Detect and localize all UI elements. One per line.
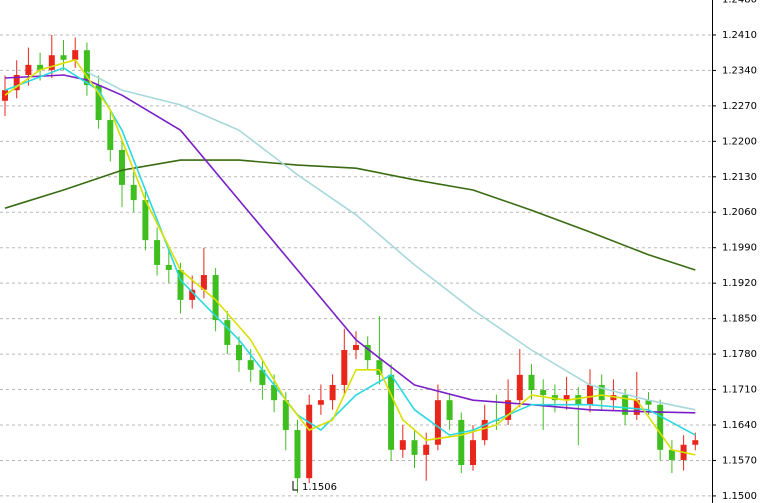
candle-body (458, 419, 465, 466)
candle-body (657, 404, 664, 450)
candle-body (540, 390, 547, 396)
candle-body (481, 419, 488, 441)
moving-averages (4, 59, 696, 456)
candle-body (633, 400, 640, 415)
candle-body (587, 384, 593, 405)
candle-body (434, 400, 441, 445)
candle-body (423, 444, 430, 455)
candle-body (2, 90, 8, 101)
candle-body (72, 50, 79, 60)
candle-body (95, 85, 102, 121)
candle-body (271, 384, 278, 401)
y-tick-label: 1.1640 (722, 420, 757, 431)
candle-body (516, 374, 523, 401)
candle-body (399, 440, 406, 450)
candle-body (177, 269, 184, 300)
candle-body (645, 400, 652, 405)
candle-body (306, 404, 313, 479)
candle-body (528, 374, 535, 391)
candle-body (563, 395, 570, 401)
y-tick-label: 1.2410 (722, 30, 757, 41)
candle-body (317, 400, 324, 405)
candle-body (189, 289, 196, 300)
candle-body (107, 120, 114, 150)
low-annotation: 1.1506 (302, 482, 337, 493)
y-tick-label: 1.1710 (722, 385, 757, 396)
y-tick-label: 1.2270 (722, 101, 757, 112)
candle-body (610, 395, 617, 401)
candle-body (25, 64, 32, 75)
candle-body (668, 449, 675, 460)
price-axis: 1.2480 1.2410 1.2340 1.2270 1.2200 1.2130 1.20… (712, 0, 757, 502)
y-tick-label: 1.2130 (722, 172, 757, 183)
low-marker (292, 481, 298, 491)
candle-body (83, 50, 90, 86)
candle-body (341, 350, 348, 385)
candle-body (575, 395, 582, 405)
candle-body (13, 74, 20, 91)
candle-body (692, 440, 699, 445)
y-tick-label: 1.1850 (722, 314, 757, 325)
candle-body (130, 184, 137, 201)
y-tick-label: 1.2480 (722, 0, 757, 5)
candle-body (154, 240, 161, 265)
candle-body (364, 344, 371, 361)
candle-body (376, 360, 383, 375)
candle-body (622, 395, 629, 415)
y-tick-label: 1.1570 (722, 455, 757, 466)
candle-body (247, 360, 254, 370)
candle-body (165, 264, 172, 270)
y-tick-label: 1.2200 (722, 136, 757, 147)
y-tick-label: 1.1920 (722, 278, 757, 289)
candle-body (259, 369, 266, 385)
candle-body (353, 344, 359, 351)
moving-average-line (4, 67, 696, 436)
candle-body (200, 275, 207, 290)
candle-body (294, 430, 301, 479)
moving-average-line (4, 74, 696, 414)
y-tick-label: 1.2060 (722, 207, 757, 218)
candle-body (282, 400, 289, 431)
candle-body (551, 395, 558, 401)
candle-body (236, 344, 242, 361)
y-tick-label: 1.1780 (722, 349, 757, 360)
candle-body (598, 384, 605, 401)
y-tick-label: 1.2340 (722, 65, 757, 76)
moving-average-line (86, 71, 696, 411)
candle-body (119, 149, 125, 185)
candle-body (329, 384, 336, 401)
moving-average-line (4, 159, 696, 271)
candle-body (224, 320, 231, 345)
candle-body (48, 55, 55, 70)
y-tick-label: 1.1990 (722, 243, 757, 254)
candle-body (388, 374, 395, 450)
candle-body (37, 64, 44, 70)
candle-body (411, 440, 418, 455)
candle-body (505, 400, 512, 420)
y-tick-label: 1.1500 (722, 491, 757, 502)
candle-body (60, 55, 67, 60)
candle-body (470, 440, 476, 466)
moving-average-line (4, 59, 696, 456)
candle-body (142, 200, 149, 241)
candle-body (212, 275, 219, 321)
candle-body (446, 400, 453, 420)
candles (2, 34, 699, 493)
